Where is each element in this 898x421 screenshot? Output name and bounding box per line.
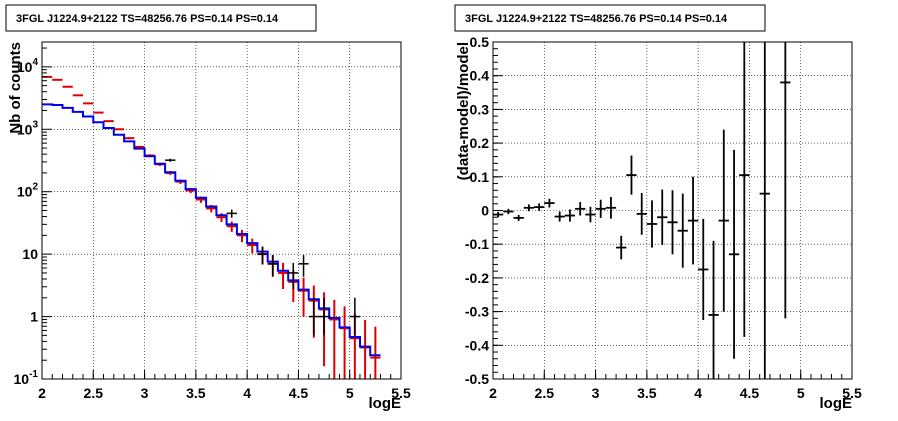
left-ticks: 2 2.5 3 3.5 4 4.5 5 5.5 10-1 1 10 102 103 104 (14, 47, 411, 401)
right-x-axis-label: logE (820, 395, 853, 412)
right-chart-title: 3FGL J1224.9+2122 TS=48256.76 PS=0.14 PS… (465, 13, 728, 25)
right-x-tick-label: 5 (797, 385, 805, 401)
left-grid (42, 42, 401, 379)
right-x-tick-label: 3 (592, 385, 600, 401)
blue-model-step (42, 103, 381, 357)
right-y-tick-label: 0.3 (470, 101, 490, 117)
left-x-tick-label: 5.5 (391, 385, 411, 401)
right-series (493, 42, 791, 379)
left-x-tick-label: 3.5 (186, 385, 206, 401)
right-x-tick-label: 5.5 (842, 385, 862, 401)
left-title-box (5, 4, 317, 32)
right-y-tick-label: 0 (481, 203, 489, 219)
left-x-tick-label: 2 (38, 385, 46, 401)
right-ticks: 2 2.5 3 3.5 4 4.5 5 5.5 -0.5 -0.4 -0.3 -0.2 -0.1 0 0.1… (465, 34, 862, 401)
right-y-tick-label: 0.4 (470, 68, 490, 84)
left-x-tick-label: 5 (346, 385, 354, 401)
left-y-tick-label: 10 (22, 246, 38, 262)
left-y-tick-label: 1 (30, 309, 38, 325)
left-x-tick-label: 4 (243, 385, 251, 401)
left-y-tick-label: 103 (17, 119, 39, 137)
left-x-axis-label: logE (369, 395, 402, 412)
left-x-tick-label: 3 (141, 385, 149, 401)
left-y-tick-label: 104 (17, 57, 39, 75)
right-y-tick-label: -0.2 (465, 270, 489, 286)
right-y-tick-label: 0.1 (470, 169, 490, 185)
left-y-axis-label: Nb of counts (7, 42, 24, 134)
right-y-tick-label: -0.5 (465, 371, 489, 387)
right-grid (493, 42, 852, 379)
right-title-box (454, 4, 766, 32)
right-x-tick-label: 2.5 (535, 385, 555, 401)
right-x-tick-label: 2 (489, 385, 497, 401)
right-y-tick-label: 0.2 (470, 135, 490, 151)
left-chart-title: 3FGL J1224.9+2122 TS=48256.76 PS=0.14 PS… (16, 13, 279, 25)
right-y-tick-label: 0.5 (470, 34, 490, 50)
left-series (42, 75, 381, 379)
right-y-tick-label: -0.4 (465, 337, 489, 353)
left-x-tick-label: 4.5 (289, 385, 309, 401)
left-y-tick-label: 10-1 (14, 369, 39, 387)
right-y-axis-label: (data-model)/model (455, 42, 472, 180)
right-y-tick-label: -0.3 (465, 304, 489, 320)
left-x-tick-label: 2.5 (84, 385, 104, 401)
right-x-tick-label: 4 (694, 385, 702, 401)
right-x-tick-label: 3.5 (637, 385, 657, 401)
right-x-tick-label: 4.5 (740, 385, 760, 401)
right-y-tick-label: -0.1 (465, 236, 489, 252)
left-y-tick-label: 102 (17, 182, 39, 200)
